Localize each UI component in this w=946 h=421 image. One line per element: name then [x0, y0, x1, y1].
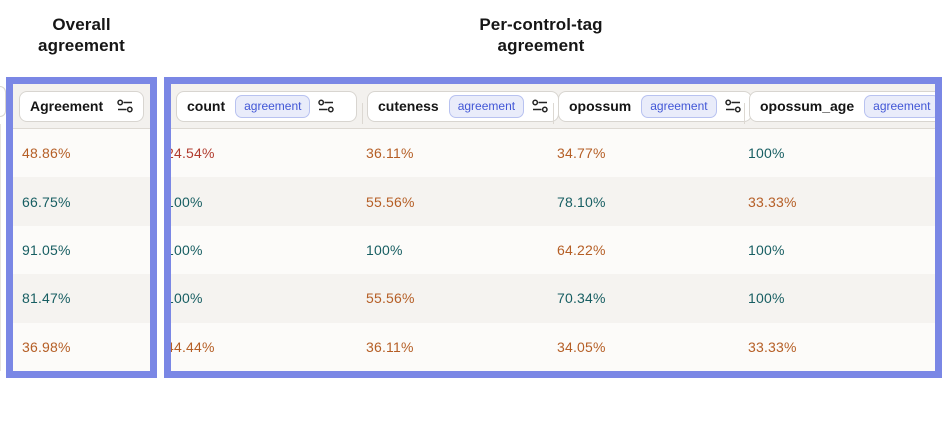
table-cell: 44.44%: [171, 339, 362, 355]
overall-agreement-table: Agreement 48.86% 66.75% 91.05% 81.47% 36.98%: [6, 77, 157, 378]
table-row: 100% 100% 64.22% 100%: [171, 225, 935, 275]
per-tag-header: count agreement cuteness agreement opossum ag…: [171, 84, 935, 129]
agreement-value: 100%: [748, 145, 785, 162]
agreement-value: 66.75%: [22, 193, 71, 210]
column-header-label: cuteness: [378, 98, 439, 114]
table-cell: 100%: [171, 194, 362, 210]
agreement-value: 55.56%: [366, 290, 415, 307]
agreement-value: 34.77%: [557, 145, 606, 162]
agreement-value: 44.44%: [171, 338, 215, 355]
agreement-value: 100%: [171, 290, 203, 307]
table-row: 100% 55.56% 70.34% 100%: [171, 274, 935, 323]
agreement-tag-badge[interactable]: agreement: [448, 94, 525, 118]
column-header-label: opossum: [569, 98, 632, 114]
agreement-value: 100%: [748, 290, 785, 307]
header-cell-cuteness: cuteness agreement: [362, 90, 560, 124]
agreement-value: 100%: [366, 242, 403, 259]
agreement-value: 33.33%: [748, 193, 797, 210]
table-cell: 55.56%: [362, 290, 553, 306]
column-header-count[interactable]: count agreement: [176, 90, 357, 122]
table-cell: 100%: [171, 290, 362, 306]
table-row: 66.75%: [13, 177, 150, 226]
filter-sliders-icon: [724, 98, 741, 114]
agreement-value: 33.33%: [748, 338, 797, 355]
agreement-value: 55.56%: [366, 193, 415, 210]
column-header-opossum[interactable]: opossum agreement: [558, 90, 752, 122]
table-row: 91.05%: [13, 225, 150, 275]
clipped-edge-line: [0, 124, 1, 371]
column-header-label: count: [187, 98, 226, 114]
agreement-tag-badge[interactable]: agreement: [641, 94, 717, 118]
column-header-cuteness[interactable]: cuteness agreement: [367, 90, 560, 122]
table-cell: 78.10%: [553, 194, 744, 210]
header-cell-opossum_age: opossum_age agreement: [744, 90, 935, 124]
table-cell: 100%: [744, 290, 935, 306]
table-row: 24.54% 36.11% 34.77% 100%: [171, 129, 935, 178]
agreement-column-header[interactable]: Agreement: [19, 90, 144, 122]
table-cell: 34.77%: [553, 145, 744, 161]
agreement-value: 70.34%: [557, 290, 606, 307]
table-row: 44.44% 36.11% 34.05% 33.33%: [171, 322, 935, 371]
table-cell: 100%: [744, 145, 935, 161]
header-cell-opossum: opossum agreement: [553, 90, 752, 124]
agreement-value: 36.98%: [22, 338, 71, 355]
overall-table-header: Agreement: [13, 84, 150, 129]
table-cell: 70.34%: [553, 290, 744, 306]
table-cell: 36.11%: [362, 145, 553, 161]
header-cell-count: count agreement: [171, 90, 362, 122]
filter-sliders-icon: [318, 98, 335, 114]
title-line: agreement: [38, 36, 125, 55]
table-row: 36.98%: [13, 322, 150, 371]
table-cell: 36.11%: [362, 339, 553, 355]
agreement-value: 24.54%: [171, 145, 215, 162]
agreement-value: 100%: [171, 242, 203, 259]
table-row: 100% 55.56% 78.10% 33.33%: [171, 177, 935, 226]
table-cell: 33.33%: [744, 194, 935, 210]
title-line: Per-control-tag: [479, 15, 603, 34]
agreement-value: 36.11%: [366, 145, 414, 162]
table-cell: 100%: [362, 242, 553, 258]
table-cell: 100%: [171, 242, 362, 258]
agreement-value: 48.86%: [22, 145, 71, 162]
column-header-opossum_age[interactable]: opossum_age agreement: [749, 90, 935, 122]
agreement-value: 91.05%: [22, 242, 71, 259]
agreement-value: 100%: [171, 193, 203, 210]
title-line: agreement: [497, 36, 585, 55]
table-cell: 64.22%: [553, 242, 744, 258]
table-cell: 33.33%: [744, 339, 935, 355]
table-cell: 100%: [744, 242, 935, 258]
per-control-tag-title: Per-control-tag agreement: [391, 14, 691, 56]
table-cell: 24.54%: [171, 145, 362, 161]
agreement-value: 78.10%: [557, 193, 606, 210]
agreement-value: 100%: [748, 242, 785, 259]
table-row: 48.86%: [13, 129, 150, 178]
agreement-tag-badge[interactable]: agreement: [235, 94, 311, 118]
filter-sliders-icon: [117, 98, 133, 114]
per-tag-rows: 24.54% 36.11% 34.77% 100% 100% 55.56% 78.10% 33…: [171, 129, 935, 371]
agreement-value: 36.11%: [366, 338, 414, 355]
table-cell: 34.05%: [553, 339, 744, 355]
overall-rows: 48.86% 66.75% 91.05% 81.47% 36.98%: [13, 129, 150, 371]
filter-sliders-icon: [532, 98, 548, 114]
table-row: 81.47%: [13, 274, 150, 323]
title-line: Overall: [52, 15, 111, 34]
agreement-value: 64.22%: [557, 242, 606, 259]
per-control-tag-table: count agreement cuteness agreement opossum ag…: [164, 77, 942, 378]
column-header-label: Agreement: [30, 98, 104, 114]
table-cell: 55.56%: [362, 194, 553, 210]
agreement-value: 81.47%: [22, 290, 71, 307]
agreement-tag-badge[interactable]: agreement: [864, 94, 935, 118]
column-header-label: opossum_age: [760, 98, 855, 114]
overall-agreement-title: Overall agreement: [6, 14, 157, 56]
agreement-value: 34.05%: [557, 338, 606, 355]
